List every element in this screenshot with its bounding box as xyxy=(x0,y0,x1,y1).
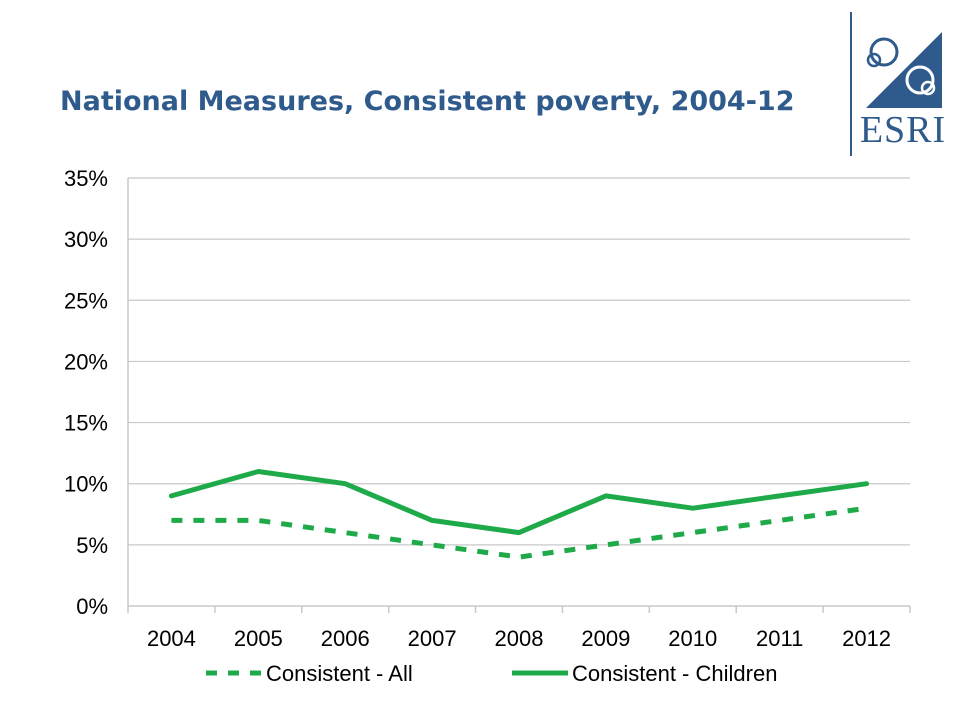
x-tick-label: 2009 xyxy=(581,626,630,651)
logo-ring-large xyxy=(869,37,899,67)
y-tick-label: 35% xyxy=(64,166,108,191)
logo-ring-small xyxy=(866,52,882,68)
series-line-consistent-children xyxy=(168,469,870,536)
y-tick-label: 0% xyxy=(76,594,108,619)
legend-label: Consistent - Children xyxy=(572,661,777,686)
y-tick-label: 15% xyxy=(64,411,108,436)
esri-logo: ESRI xyxy=(860,32,946,148)
x-tick-labels: 2004 2005 2006 2007 2008 2009 2010 2011 2012 xyxy=(147,626,891,651)
x-tick-label: 2008 xyxy=(495,626,544,651)
y-tick-label: 30% xyxy=(64,227,108,252)
logo-ring-white-large xyxy=(905,65,935,95)
x-tick-label: 2004 xyxy=(147,626,196,651)
series-lines xyxy=(168,469,870,560)
x-tick-label: 2007 xyxy=(408,626,457,651)
y-tick-label: 5% xyxy=(76,533,108,558)
y-tick-labels: 0% 5% 10% 15% 20% 25% 30% 35% xyxy=(64,166,108,619)
logo-divider xyxy=(850,12,852,156)
x-tick-label: 2012 xyxy=(842,626,891,651)
legend-label: Consistent - All xyxy=(266,661,413,686)
logo-ring-white-small xyxy=(920,80,936,96)
axes xyxy=(127,178,911,613)
legend: Consistent - All Consistent - Children xyxy=(206,661,777,686)
gridlines xyxy=(128,177,910,546)
x-tick-label: 2005 xyxy=(234,626,283,651)
y-tick-label: 10% xyxy=(64,472,108,497)
y-tick-label: 20% xyxy=(64,349,108,374)
x-tick-label: 2006 xyxy=(321,626,370,651)
series-line-consistent-all xyxy=(171,505,867,560)
x-tick-label: 2010 xyxy=(668,626,717,651)
x-tick-label: 2011 xyxy=(756,626,803,651)
logo-text: ESRI xyxy=(860,109,946,148)
y-tick-label: 25% xyxy=(64,288,108,313)
chart-title: National Measures, Consistent poverty, 2… xyxy=(60,86,795,117)
